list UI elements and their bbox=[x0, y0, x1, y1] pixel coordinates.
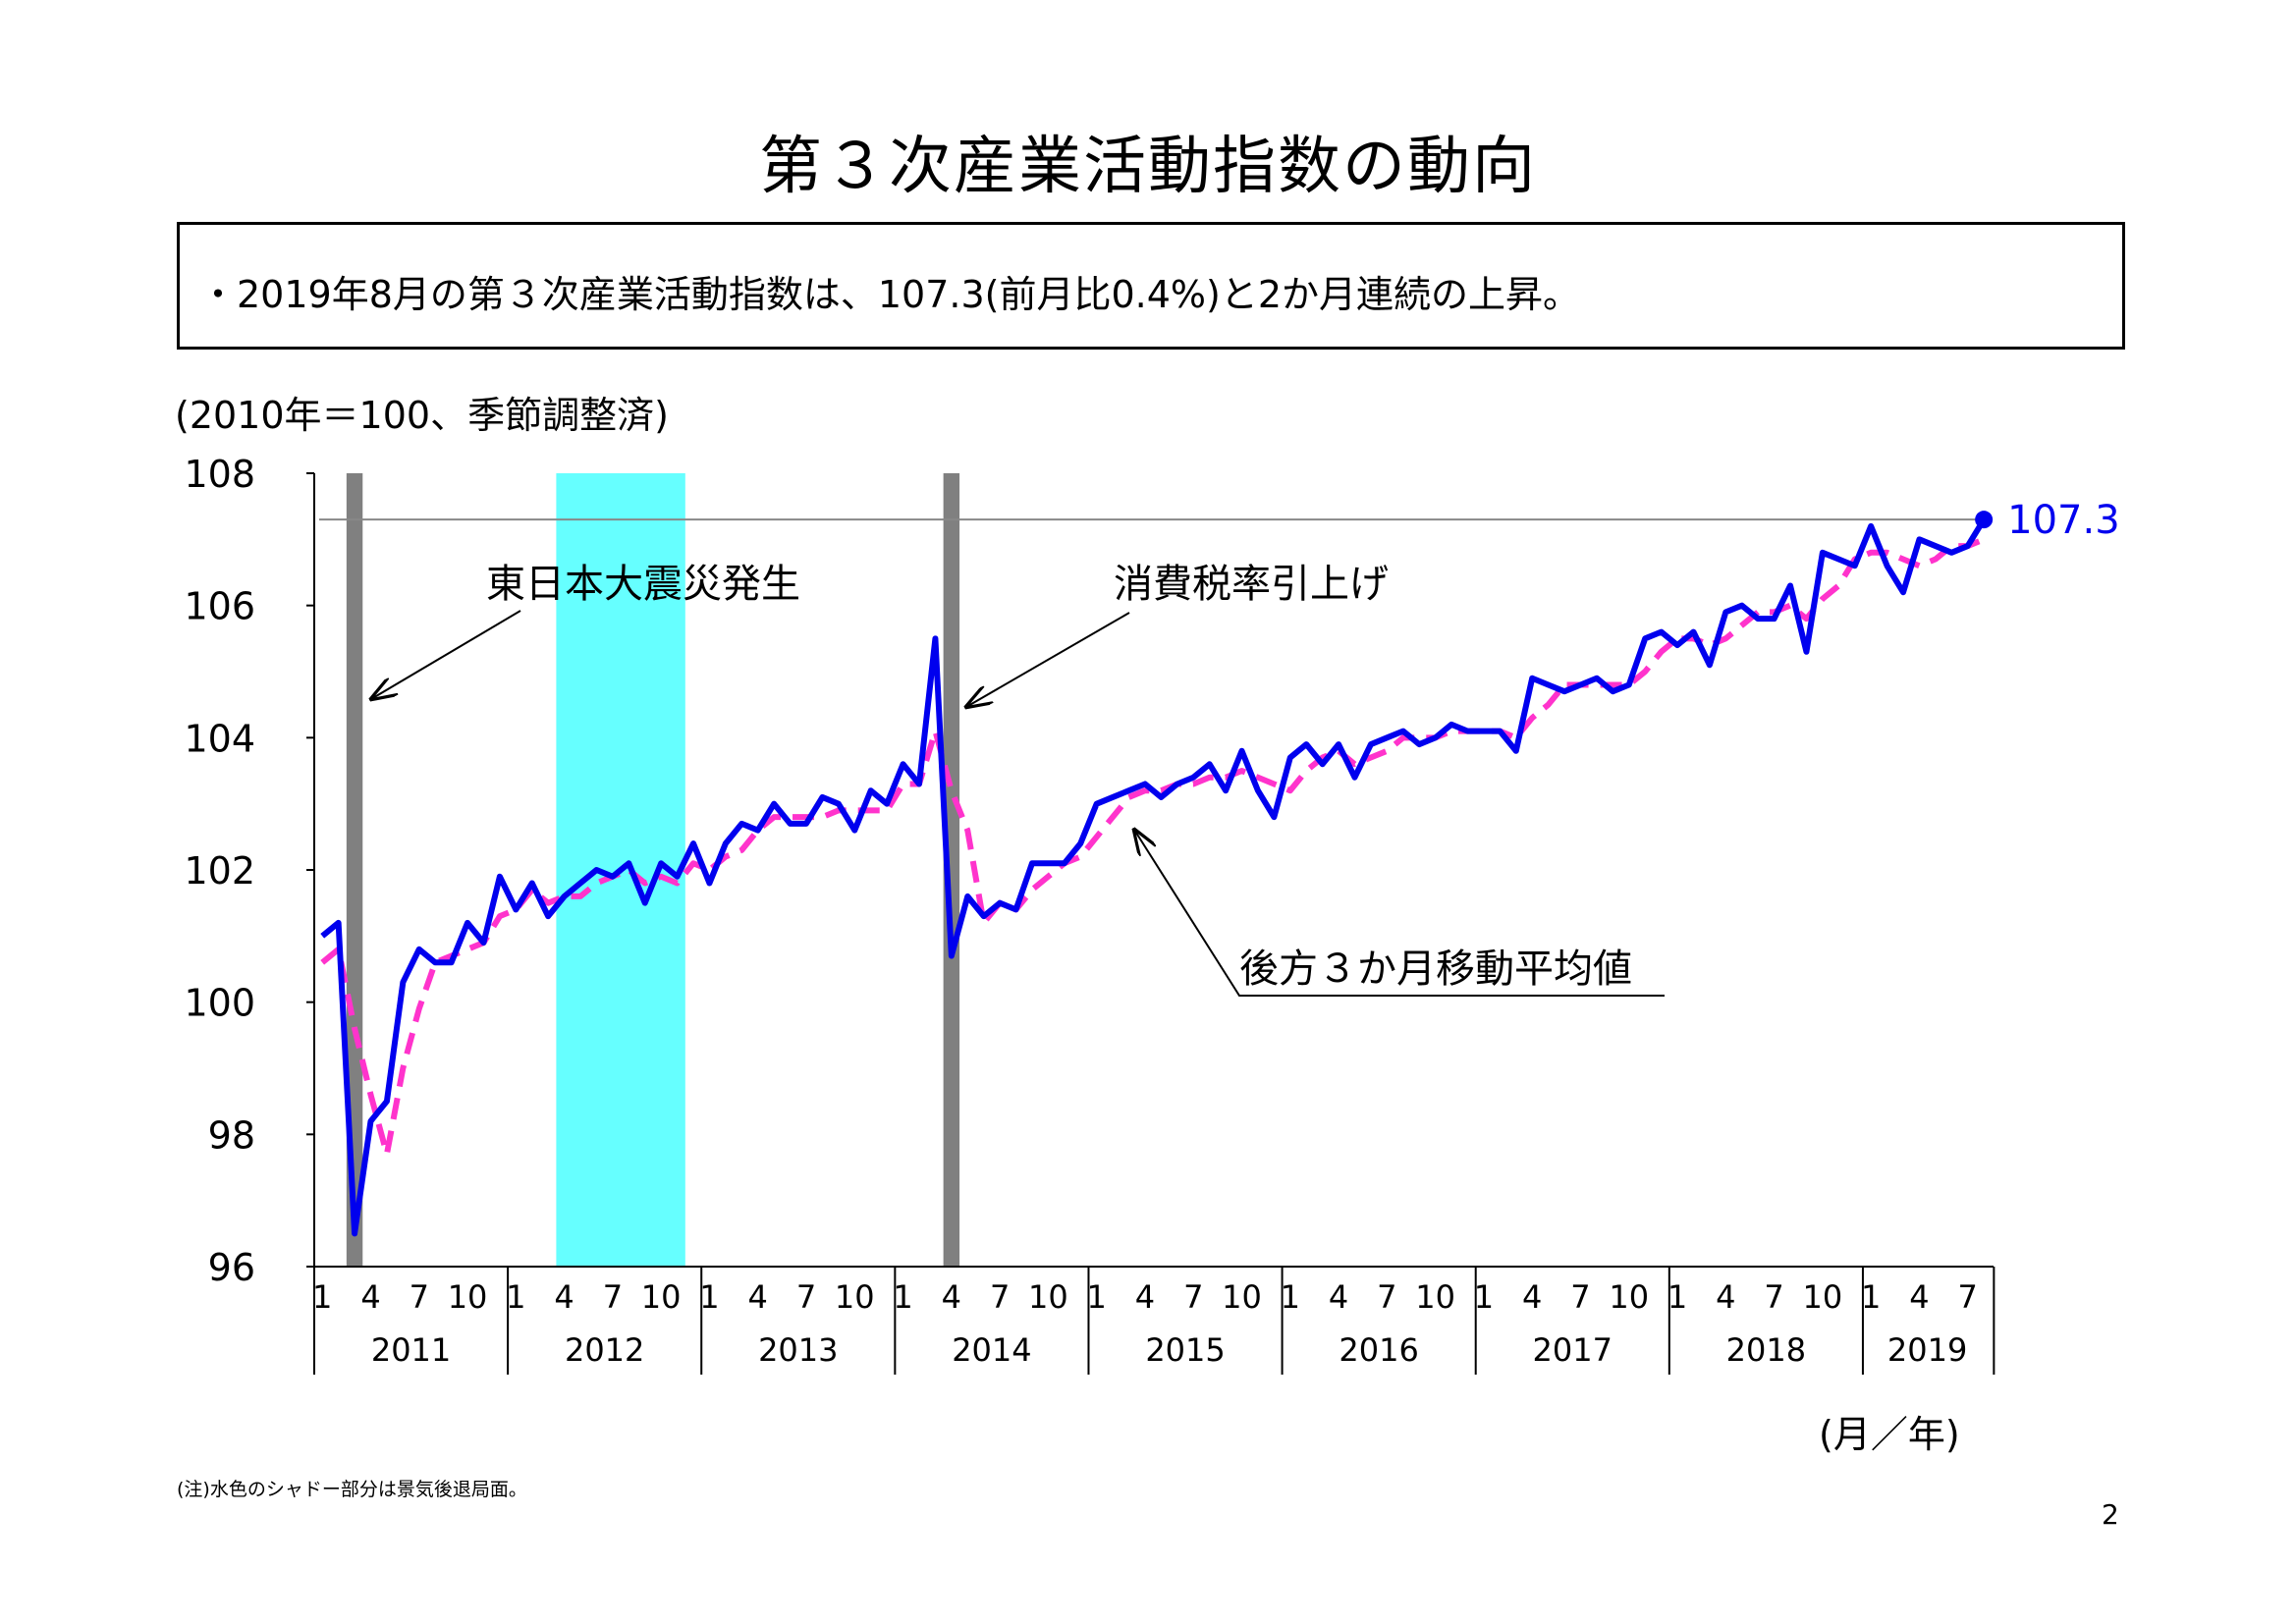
year-label: 2017 bbox=[1533, 1331, 1613, 1369]
year-label: 2013 bbox=[758, 1331, 838, 1369]
latest-value-label: 107.3 bbox=[2007, 498, 2120, 543]
x-tick-label: 7 bbox=[990, 1278, 1010, 1316]
annotation-moving-average: 後方３か月移動平均値 bbox=[1239, 947, 1632, 992]
x-tick-label: 1 bbox=[1281, 1278, 1300, 1316]
y-tick-label: 96 bbox=[208, 1246, 255, 1289]
y-tick-label: 106 bbox=[184, 585, 255, 628]
x-tick-label: 4 bbox=[1909, 1278, 1929, 1316]
x-tick-label: 4 bbox=[1716, 1278, 1735, 1316]
year-label: 2015 bbox=[1145, 1331, 1225, 1369]
x-tick-label: 10 bbox=[1222, 1278, 1262, 1316]
x-tick-label: 1 bbox=[312, 1278, 332, 1316]
annotation-tax-hike: 消費税率引上げ bbox=[1114, 562, 1389, 607]
x-tick-label: 1 bbox=[1087, 1278, 1107, 1316]
x-tick-label: 1 bbox=[1861, 1278, 1881, 1316]
x-tick-label: 10 bbox=[1028, 1278, 1068, 1316]
event-bar-1 bbox=[346, 473, 363, 1267]
x-tick-label: 4 bbox=[1522, 1278, 1542, 1316]
latest-point bbox=[1975, 511, 1994, 529]
x-tick-label: 7 bbox=[1764, 1278, 1783, 1316]
summary-box: ・2019年8月の第３次産業活動指数は、107.3(前月比0.4%)と2か月連続… bbox=[177, 222, 2125, 350]
x-tick-label: 1 bbox=[506, 1278, 525, 1316]
x-tick-label: 1 bbox=[699, 1278, 719, 1316]
x-tick-label: 7 bbox=[1183, 1278, 1203, 1316]
page-title: 第３次産業活動指数の動向 bbox=[759, 131, 1537, 203]
x-tick-label: 1 bbox=[1667, 1278, 1687, 1316]
y-tick-label: 108 bbox=[184, 453, 255, 496]
year-label: 2012 bbox=[565, 1331, 644, 1369]
y-tick-label: 100 bbox=[184, 982, 255, 1025]
x-tick-label: 4 bbox=[360, 1278, 380, 1316]
x-tick-label: 4 bbox=[748, 1278, 768, 1316]
annotation-arrow bbox=[966, 612, 1130, 707]
x-tick-label: 7 bbox=[1570, 1278, 1590, 1316]
year-label: 2011 bbox=[371, 1331, 451, 1369]
x-tick-label: 1 bbox=[893, 1278, 912, 1316]
page-number: 2 bbox=[2102, 1498, 2119, 1531]
x-tick-label: 10 bbox=[448, 1278, 488, 1316]
x-tick-label: 7 bbox=[410, 1278, 429, 1316]
x-tick-label: 1 bbox=[1474, 1278, 1494, 1316]
x-tick-label: 7 bbox=[796, 1278, 816, 1316]
x-tick-label: 10 bbox=[641, 1278, 682, 1316]
x-tick-label: 4 bbox=[942, 1278, 961, 1316]
x-tick-label: 7 bbox=[1958, 1278, 1978, 1316]
x-tick-label: 4 bbox=[554, 1278, 574, 1316]
annotation-arrow bbox=[371, 610, 521, 699]
x-tick-label: 4 bbox=[1135, 1278, 1155, 1316]
year-label: 2016 bbox=[1339, 1331, 1418, 1369]
event-bar-3 bbox=[943, 473, 960, 1267]
y-tick-label: 98 bbox=[208, 1113, 255, 1157]
year-label: 2019 bbox=[1887, 1331, 1967, 1369]
x-tick-label: 4 bbox=[1329, 1278, 1348, 1316]
x-tick-label: 10 bbox=[835, 1278, 875, 1316]
x-tick-label: 10 bbox=[1803, 1278, 1843, 1316]
annotation-arrow bbox=[1134, 830, 1665, 997]
year-label: 2018 bbox=[1726, 1331, 1806, 1369]
footnote: (注)水色のシャドー部分は景気後退局面。 bbox=[177, 1479, 527, 1500]
annotation-earthquake: 東日本大震災発生 bbox=[486, 562, 800, 607]
x-tick-label: 7 bbox=[603, 1278, 623, 1316]
y-unit-label: (2010年＝100、季節調整済) bbox=[175, 394, 669, 437]
year-label: 2014 bbox=[952, 1331, 1031, 1369]
y-tick-label: 104 bbox=[184, 717, 255, 760]
y-tick-label: 102 bbox=[184, 849, 255, 893]
x-tick-label: 7 bbox=[1377, 1278, 1396, 1316]
x-tick-label: 10 bbox=[1609, 1278, 1649, 1316]
x-unit-label: (月／年) bbox=[1819, 1413, 1960, 1456]
x-tick-label: 10 bbox=[1415, 1278, 1455, 1316]
summary-text: ・2019年8月の第３次産業活動指数は、107.3(前月比0.4%)と2か月連続… bbox=[199, 273, 1581, 316]
index-line bbox=[320, 517, 1987, 1237]
